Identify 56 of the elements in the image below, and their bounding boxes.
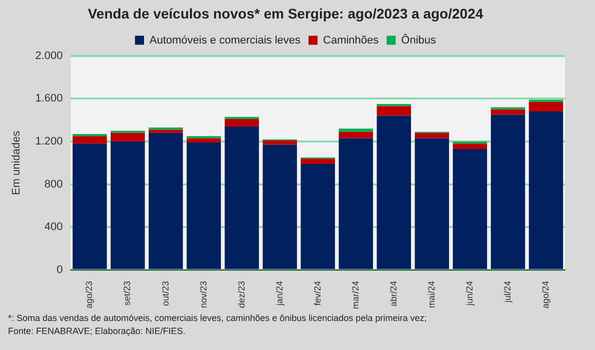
x-tick-label: jan/24 [274, 280, 284, 307]
bar [452, 141, 488, 144]
legend-label: Ônibus [401, 33, 436, 46]
source-note: Fonte: FENABRAVE; Elaboração: NIE/FIES. [8, 325, 186, 338]
bar [224, 118, 259, 126]
bar [110, 141, 145, 269]
bar [72, 134, 107, 136]
text: *: Soma das vendas de automóveis, comerciais leves, caminhões e ônibus licenciados pela primeira vez; [8, 312, 428, 325]
y-tick-label: 400 [44, 221, 63, 234]
x-tick-label: abr/24 [388, 280, 398, 307]
bar [490, 114, 526, 269]
x-tick-label: ago/23 [84, 280, 94, 309]
bar [262, 140, 297, 145]
x-tick-label: mai/24 [426, 280, 436, 308]
bar [300, 158, 335, 164]
x-tick-label: nov/23 [198, 280, 208, 308]
bar [490, 109, 526, 115]
bar [72, 136, 107, 144]
bar [72, 144, 107, 269]
bar [528, 102, 564, 112]
bar [414, 138, 450, 269]
bar [300, 164, 335, 269]
bar [414, 132, 450, 138]
x-tick-label: fev/24 [312, 280, 322, 306]
x-tick-label: jul/24 [502, 280, 512, 304]
bar [376, 104, 412, 106]
y-tick-label: 800 [44, 178, 63, 190]
x-tick-label: mar/24 [350, 280, 360, 310]
legend-label: Automóveis e comerciais leves [150, 34, 302, 46]
x-tick-label: jun/24 [464, 280, 474, 307]
bar [148, 130, 183, 133]
chart-title: Venda de veículos novos* em Sergipe: ago/2023 a ago/2024 [88, 5, 484, 22]
x-tick-label: ago/24 [540, 280, 550, 309]
legend-label: Caminhões [323, 34, 380, 46]
bar [452, 148, 488, 269]
bar [452, 144, 488, 149]
bar [338, 138, 373, 269]
bar [186, 142, 221, 269]
bar [110, 132, 145, 142]
y-tick-label: 1.200 [35, 136, 63, 148]
bar [186, 138, 221, 143]
y-tick-label: 1.600 [35, 92, 63, 105]
y-tick-label: 2.000 [35, 50, 63, 62]
bar [338, 132, 373, 138]
bar [148, 132, 183, 269]
y-tick-label: 0 [56, 264, 63, 276]
bar [376, 116, 412, 269]
bar [224, 126, 259, 269]
bar [376, 106, 412, 116]
x-tick-label: dez/23 [236, 280, 246, 308]
x-tick-label: set/23 [122, 280, 132, 306]
bar [262, 144, 297, 269]
bar [338, 128, 373, 132]
y-axis-title: Em unidades [10, 130, 23, 196]
x-tick-label: out/23 [160, 280, 170, 306]
bar [528, 111, 564, 269]
